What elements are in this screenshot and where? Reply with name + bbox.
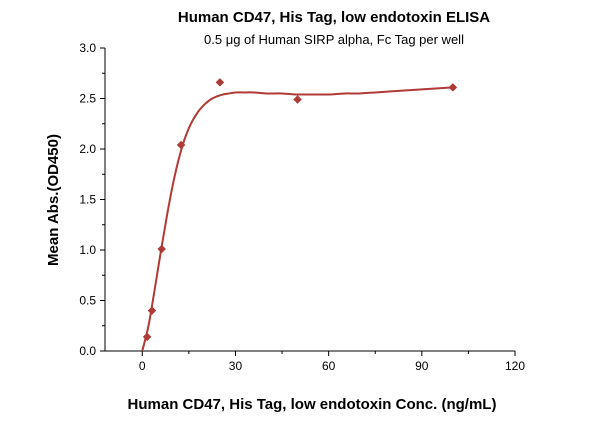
data-points-layer xyxy=(142,77,458,342)
data-point xyxy=(147,306,157,315)
data-point xyxy=(157,244,167,254)
x-tick-label: 90 xyxy=(415,359,429,373)
x-tick-label: 60 xyxy=(322,359,336,373)
fit-curve-layer xyxy=(141,86,453,352)
x-tick-label: 120 xyxy=(505,359,525,373)
data-point xyxy=(448,83,458,92)
data-point xyxy=(142,332,152,342)
data-point xyxy=(293,95,302,104)
chart-title: Human CD47, His Tag, low endotoxin ELISA xyxy=(178,9,490,26)
chart-subtitle: 0.5 μg of Human SIRP alpha, Fc Tag per w… xyxy=(204,32,464,47)
fit-curve xyxy=(141,86,453,352)
y-axis-label: Mean Abs.(OD450) xyxy=(45,134,62,266)
x-tick-label: 30 xyxy=(229,359,243,373)
x-tick-label: 0 xyxy=(139,359,146,373)
y-tick-label: 1.0 xyxy=(79,243,96,257)
y-tick-label: 1.5 xyxy=(79,193,96,207)
y-tick-label: 2.5 xyxy=(79,92,96,106)
data-point xyxy=(176,140,186,150)
y-tick-label: 3.0 xyxy=(79,41,96,55)
y-tick-label: 0.5 xyxy=(79,294,96,308)
y-tick-label: 2.0 xyxy=(79,142,96,156)
x-axis-label: Human CD47, His Tag, low endotoxin Conc.… xyxy=(128,396,497,413)
y-tick-label: 0.0 xyxy=(79,344,96,358)
axes: 0.0 0.5 1.0 1.5 2.0 2.5 3.0 0 30 60 90 120 xyxy=(79,41,525,373)
data-point xyxy=(215,77,225,87)
